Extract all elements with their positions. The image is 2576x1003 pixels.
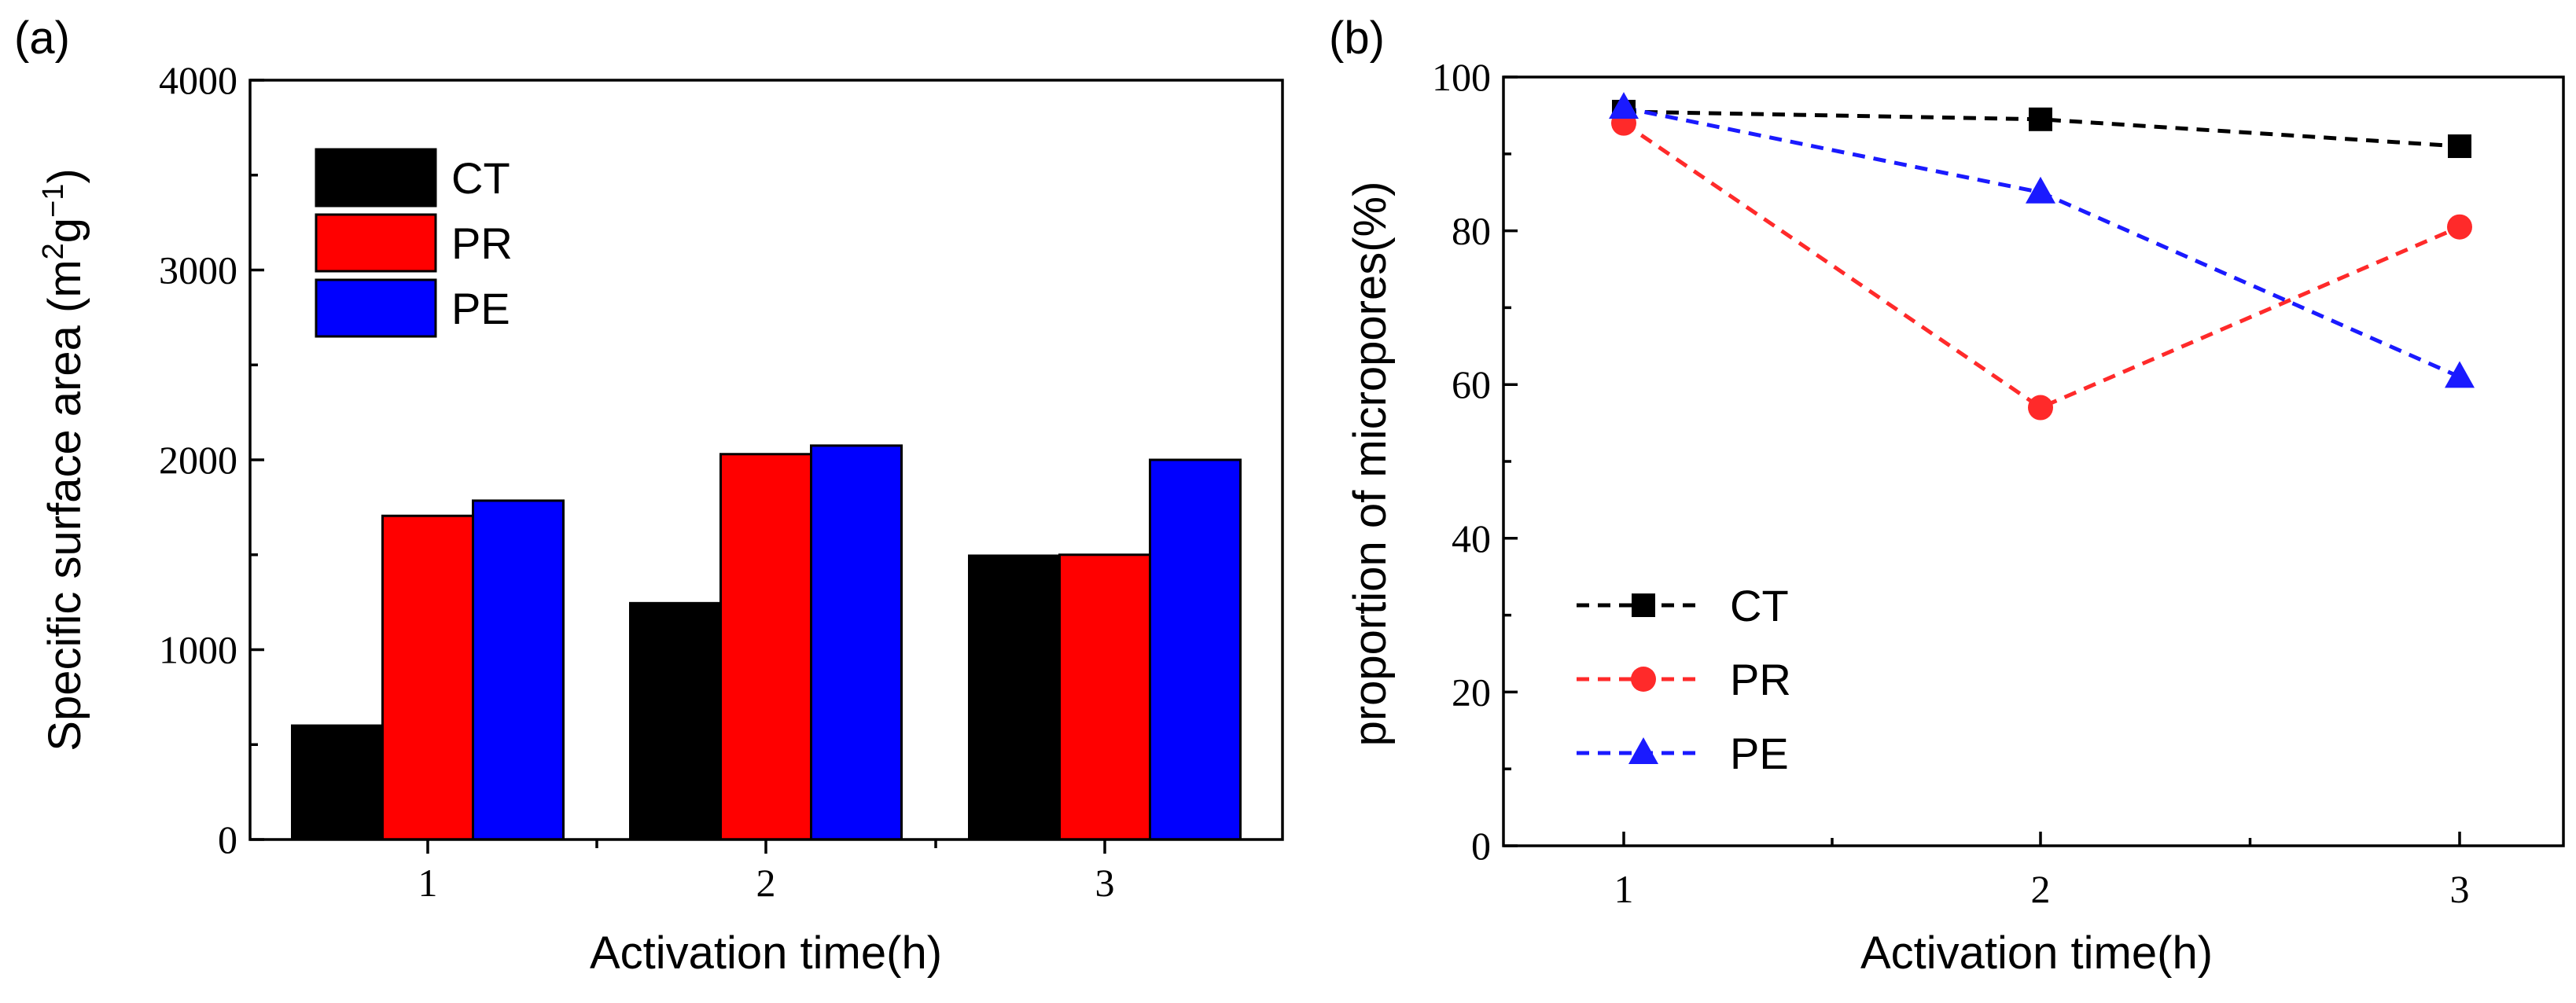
legend-a-label-pe: PE: [451, 284, 510, 333]
y-tick-label-b-20: 20: [1452, 670, 1491, 714]
legend-a-label-pr: PR: [451, 219, 513, 268]
x-tick-label-b-3: 3: [2450, 867, 2470, 911]
y-axis-title-b: proportion of micropores(%): [1345, 182, 1396, 747]
y-axis-ticks-b: 0 20 40 60 80 100: [1432, 55, 1518, 868]
bar-pe-3: [1149, 458, 1242, 841]
line-pe: [1623, 105, 2461, 379]
bar-pr-2: [719, 453, 812, 841]
x-axis-title-a: Activation time(h): [590, 928, 942, 979]
bar-ct-2: [629, 601, 722, 841]
legend-b-marker-pr: [1631, 667, 1656, 692]
line-ct: [1623, 109, 2460, 149]
point-pe-3: [2445, 361, 2475, 388]
y-axis-title-a-suffix: ): [39, 168, 90, 183]
x-tick-label-a-1: 1: [418, 861, 438, 905]
point-ct-2: [2029, 107, 2052, 131]
bar-pr-3: [1058, 553, 1151, 841]
bar-pr-1: [381, 514, 474, 841]
legend-a-swatch-ct: [315, 148, 437, 208]
bar-pe-1: [472, 499, 565, 841]
y-tick-label-a-1000: 1000: [159, 628, 237, 672]
x-tick-label-a-3: 3: [1095, 861, 1115, 905]
legend-b-marker-ct: [1632, 593, 1655, 617]
y-axis-title-a-mid: g: [39, 218, 90, 243]
legend-a-swatch-pr: [315, 213, 437, 273]
line-series-group: [1609, 92, 2475, 421]
y-axis-title-a-sup2: −1: [37, 184, 70, 218]
x-tick-label-b-1: 1: [1614, 867, 1634, 911]
panel-label-a: (a): [14, 13, 70, 64]
y-tick-label-a-3000: 3000: [159, 248, 237, 292]
y-axis-title-a-prefix: Specific surface area (m: [39, 259, 90, 751]
legend-b-marker-pe: [1628, 737, 1658, 764]
legend-b-label-pe: PE: [1730, 729, 1789, 778]
point-pe-1: [1609, 92, 1639, 119]
legend-b: CT PR PE: [1577, 581, 1791, 778]
bar-pe-2: [810, 444, 903, 841]
y-tick-label-a-2000: 2000: [159, 438, 237, 482]
bar-chart-panel: (a) 0 1000 2000 3000 4000 1 2 3 Activation tim…: [14, 13, 1284, 979]
point-pr-3: [2447, 214, 2472, 240]
y-axis-title-a: Specific surface area (m2g−1): [37, 168, 90, 751]
x-axis-ticks-a: 1 2 3: [418, 840, 1115, 905]
x-tick-label-a-2: 2: [756, 861, 776, 905]
y-tick-label-b-80: 80: [1452, 209, 1491, 253]
point-pe-2: [2026, 176, 2055, 204]
x-axis-title-b: Activation time(h): [1860, 928, 2213, 979]
legend-a-swatch-pe: [315, 278, 437, 338]
y-tick-label-b-60: 60: [1452, 362, 1491, 406]
bar-ct-3: [968, 554, 1061, 841]
point-pr-2: [2028, 395, 2053, 421]
panel-label-b: (b): [1329, 13, 1385, 64]
bar-series-group: [291, 444, 1242, 841]
y-axis-ticks-a: 0 1000 2000 3000 4000: [159, 58, 264, 862]
legend-b-label-pr: PR: [1730, 655, 1791, 704]
y-tick-label-a-4000: 4000: [159, 58, 237, 102]
x-tick-label-b-2: 2: [2031, 867, 2051, 911]
bar-ct-1: [291, 724, 384, 841]
y-tick-label-b-40: 40: [1452, 516, 1491, 560]
y-tick-label-b-100: 100: [1432, 55, 1491, 99]
y-tick-label-a-0: 0: [218, 817, 237, 862]
legend-b-label-ct: CT: [1730, 581, 1789, 630]
y-tick-label-b-0: 0: [1471, 824, 1491, 868]
legend-a-label-ct: CT: [451, 153, 510, 203]
line-pr: [1622, 121, 2460, 410]
x-axis-ticks-b: 1 2 3: [1614, 832, 2470, 911]
y-axis-title-a-sup1: 2: [37, 243, 70, 259]
point-ct-3: [2448, 134, 2471, 159]
legend-a: CT PR PE: [315, 148, 513, 338]
